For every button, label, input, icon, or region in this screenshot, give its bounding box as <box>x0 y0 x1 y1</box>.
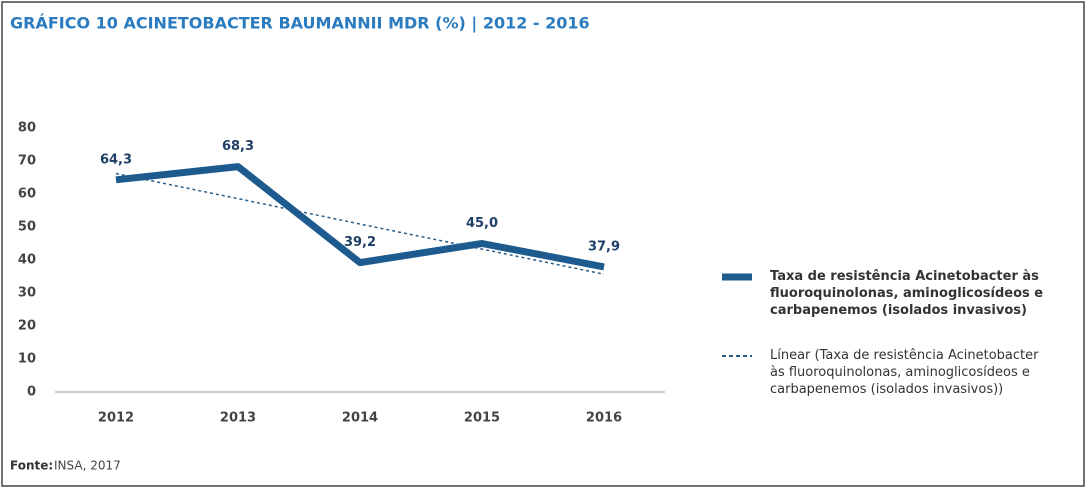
data-label: 68,3 <box>222 139 254 154</box>
y-tick-label: 60 <box>18 187 36 202</box>
legend-label: Línear (Taxa de resistência Acinetobacte… <box>770 348 1039 397</box>
series-line <box>115 163 605 271</box>
source-label: Fonte: <box>10 459 53 473</box>
y-tick-label: 40 <box>18 253 36 268</box>
x-tick-label: 2016 <box>586 411 622 426</box>
source: INSA, 2017 <box>54 459 121 473</box>
y-tick-label: 80 <box>18 121 36 136</box>
y-tick-label: 10 <box>18 352 36 367</box>
y-tick-label: 50 <box>18 220 36 235</box>
data-label: 45,0 <box>466 216 498 231</box>
x-tick-label: 2015 <box>464 411 500 426</box>
y-tick-label: 30 <box>18 286 36 301</box>
y-tick-label: 0 <box>27 385 36 400</box>
chart-title: GRÁFICO 10 ACINETOBACTER BAUMANNII MDR (… <box>10 14 590 34</box>
x-tick-label: 2012 <box>98 411 134 426</box>
data-label: 37,9 <box>588 239 620 254</box>
data-label: 64,3 <box>100 152 132 167</box>
legend-label: Taxa de resistência Acinetobacter às flu… <box>770 269 1044 318</box>
y-tick-label: 20 <box>18 319 36 334</box>
x-tick-label: 2014 <box>342 411 378 426</box>
x-tick-label: 2013 <box>220 411 256 426</box>
trend-line <box>115 172 605 275</box>
y-tick-label: 70 <box>18 154 36 169</box>
data-label: 39,2 <box>344 235 376 250</box>
